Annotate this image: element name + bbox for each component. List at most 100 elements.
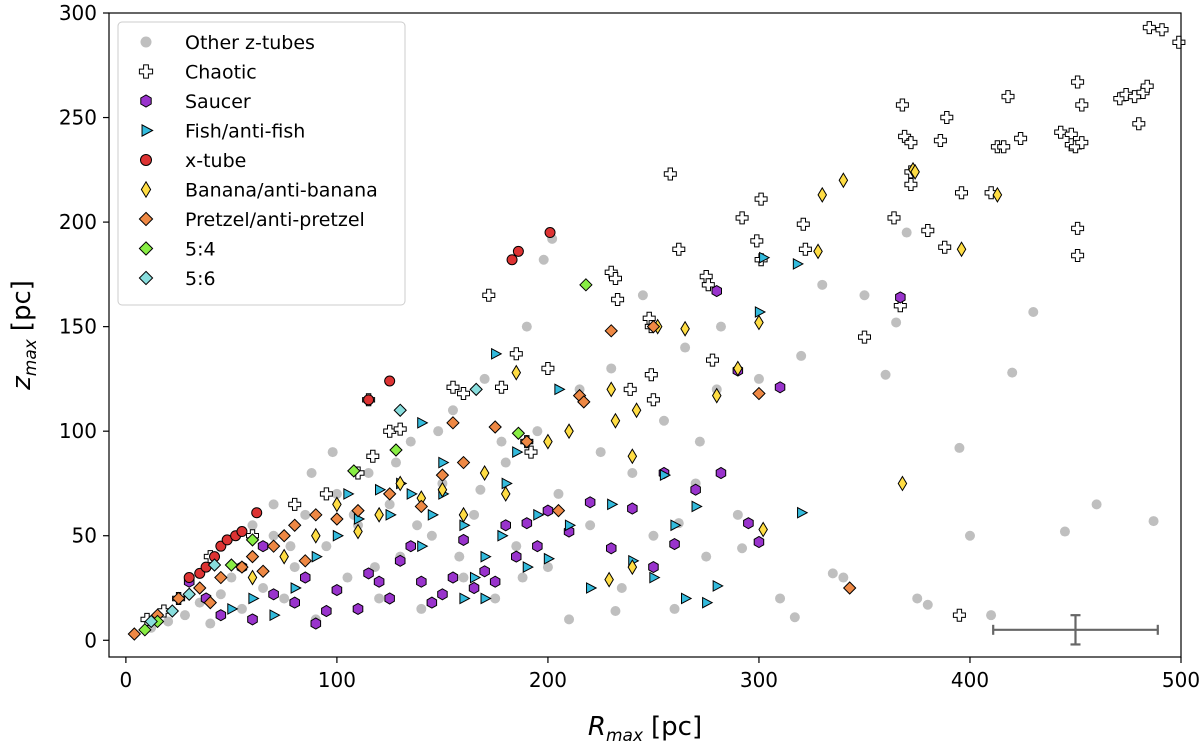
point-other-z-tubes xyxy=(796,350,807,361)
point-saucer xyxy=(257,540,269,553)
point-pretzel-anti-pretzel xyxy=(203,595,217,610)
point-other-z-tubes xyxy=(226,572,237,583)
point-saucer xyxy=(690,483,701,496)
point-banana-anti-banana xyxy=(311,527,321,544)
point-chaotic xyxy=(754,192,768,206)
point-saucer xyxy=(363,567,374,580)
point-saucer xyxy=(715,466,727,480)
point-other-z-tubes xyxy=(775,593,786,604)
point-banana-anti-banana xyxy=(758,521,768,538)
x-tick-label: 200 xyxy=(529,668,567,692)
x-tick-label: 500 xyxy=(1162,668,1200,692)
point-fish-anti-fish xyxy=(649,571,661,584)
point-banana-anti-banana xyxy=(437,481,448,498)
point-banana-anti-banana xyxy=(610,412,621,429)
point-other-z-tubes xyxy=(737,543,748,554)
legend-label: 5:4 xyxy=(185,239,216,261)
point-fish-anti-fish xyxy=(269,609,281,622)
point-other-z-tubes xyxy=(215,589,226,600)
point-other-z-tubes xyxy=(426,530,437,541)
point-other-z-tubes xyxy=(342,572,353,583)
point-fish-anti-fish xyxy=(543,552,555,565)
point-chaotic xyxy=(383,424,397,438)
point-saucer xyxy=(500,519,511,532)
point-chaotic xyxy=(1142,21,1156,35)
point-pretzel-anti-pretzel xyxy=(842,581,857,595)
point-chaotic xyxy=(895,98,909,112)
point-other-z-tubes xyxy=(331,488,342,499)
point-banana-anti-banana xyxy=(458,506,469,523)
point-fish-anti-fish xyxy=(659,469,672,482)
point-other-z-tubes xyxy=(363,468,374,478)
point-other-z-tubes xyxy=(585,520,596,531)
point-chaotic xyxy=(672,242,686,256)
point-other-z-tubes xyxy=(1059,526,1070,537)
point-banana-anti-banana xyxy=(374,506,384,523)
point-fish-anti-fish xyxy=(417,540,429,553)
point-saucer xyxy=(479,565,490,578)
point-chaotic xyxy=(1014,132,1028,145)
point-saucer xyxy=(289,596,300,609)
point-chaotic xyxy=(904,178,918,191)
point-saucer xyxy=(384,592,395,605)
point-pretzel-anti-pretzel xyxy=(256,564,270,578)
point-5-4 xyxy=(138,623,152,637)
point-pretzel-anti-pretzel xyxy=(277,529,291,543)
point-saucer xyxy=(511,550,522,563)
point-saucer xyxy=(648,561,659,574)
x-tick-label: 400 xyxy=(951,668,989,692)
point-fish-anti-fish xyxy=(427,508,439,521)
point-pretzel-anti-pretzel xyxy=(646,319,661,334)
point-other-z-tubes xyxy=(859,290,870,301)
x-tick-label: 0 xyxy=(120,668,133,692)
point-other-z-tubes xyxy=(564,614,575,625)
point-pretzel-anti-pretzel xyxy=(488,420,502,434)
point-other-z-tubes xyxy=(205,618,216,629)
point-pretzel-anti-pretzel xyxy=(435,468,450,482)
point-pretzel-anti-pretzel xyxy=(245,549,260,564)
point-other-z-tubes xyxy=(247,520,258,531)
point-saucer xyxy=(437,588,448,601)
point-chaotic xyxy=(457,387,470,400)
point-pretzel-anti-pretzel xyxy=(520,434,534,449)
point-banana-anti-banana xyxy=(910,163,920,180)
point-banana-anti-banana xyxy=(606,381,617,398)
point-chaotic xyxy=(157,604,171,618)
point-other-z-tubes xyxy=(553,488,564,499)
point-pretzel-anti-pretzel xyxy=(309,508,323,522)
point-5-6 xyxy=(182,587,196,601)
point-pretzel-anti-pretzel xyxy=(456,455,471,470)
point-5-6 xyxy=(207,558,222,572)
point-other-z-tubes xyxy=(285,541,296,552)
point-x-tube xyxy=(384,375,396,387)
point-other-z-tubes xyxy=(490,593,501,604)
error-bar xyxy=(992,614,1159,646)
point-fish-anti-fish xyxy=(533,508,545,521)
point-fish-anti-fish xyxy=(691,500,703,513)
point-fish-anti-fish xyxy=(343,487,355,500)
point-chaotic xyxy=(1054,125,1068,139)
point-pretzel-anti-pretzel xyxy=(382,487,397,501)
point-banana-anti-banana xyxy=(247,569,258,586)
point-pretzel-anti-pretzel xyxy=(266,539,281,553)
point-5-6 xyxy=(144,614,158,629)
point-other-z-tubes xyxy=(517,572,528,583)
point-chaotic xyxy=(893,299,907,313)
point-other-z-tubes xyxy=(258,583,269,593)
point-other-z-tubes xyxy=(289,562,300,573)
point-other-z-tubes xyxy=(500,457,511,468)
point-5-6 xyxy=(165,604,180,618)
point-banana-anti-banana xyxy=(733,360,743,377)
point-other-z-tubes xyxy=(384,499,395,510)
point-fish-anti-fish xyxy=(227,602,239,615)
legend-label: Fish/anti-fish xyxy=(185,121,305,143)
point-fish-anti-fish xyxy=(248,592,260,605)
point-pretzel-anti-pretzel xyxy=(287,518,302,532)
point-other-z-tubes xyxy=(595,447,606,458)
y-axis-label-sub: max xyxy=(21,338,41,376)
point-other-z-tubes xyxy=(433,426,444,437)
point-5-6 xyxy=(393,403,407,417)
point-other-z-tubes xyxy=(715,321,726,332)
point-saucer xyxy=(542,504,554,517)
point-chaotic xyxy=(796,217,810,231)
